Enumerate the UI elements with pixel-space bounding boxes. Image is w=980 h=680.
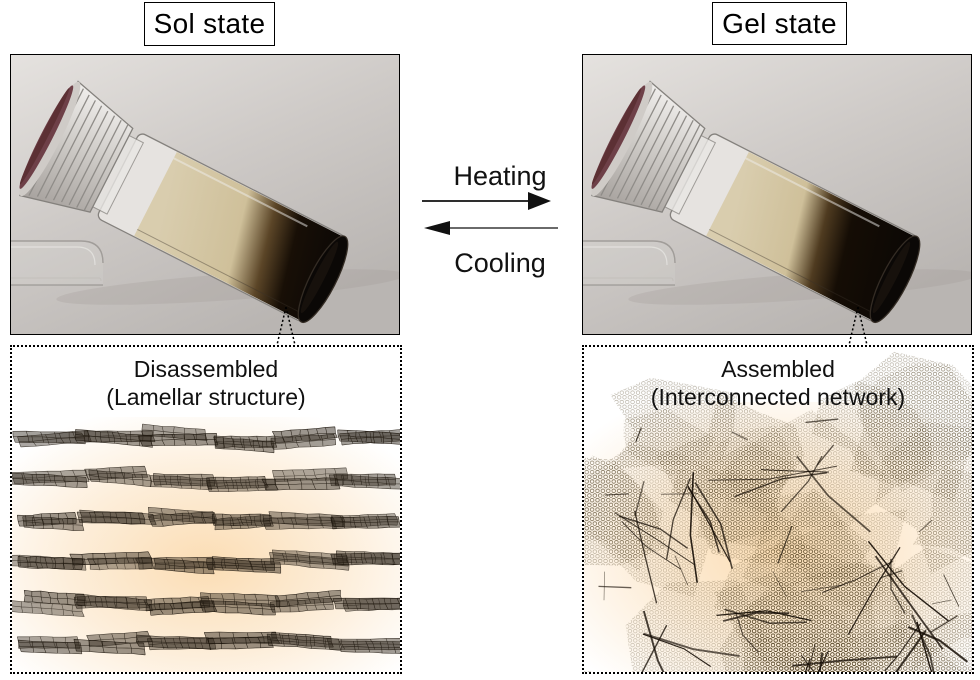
svg-text:Heating: Heating	[453, 161, 546, 191]
svg-text:Cooling: Cooling	[454, 248, 546, 278]
